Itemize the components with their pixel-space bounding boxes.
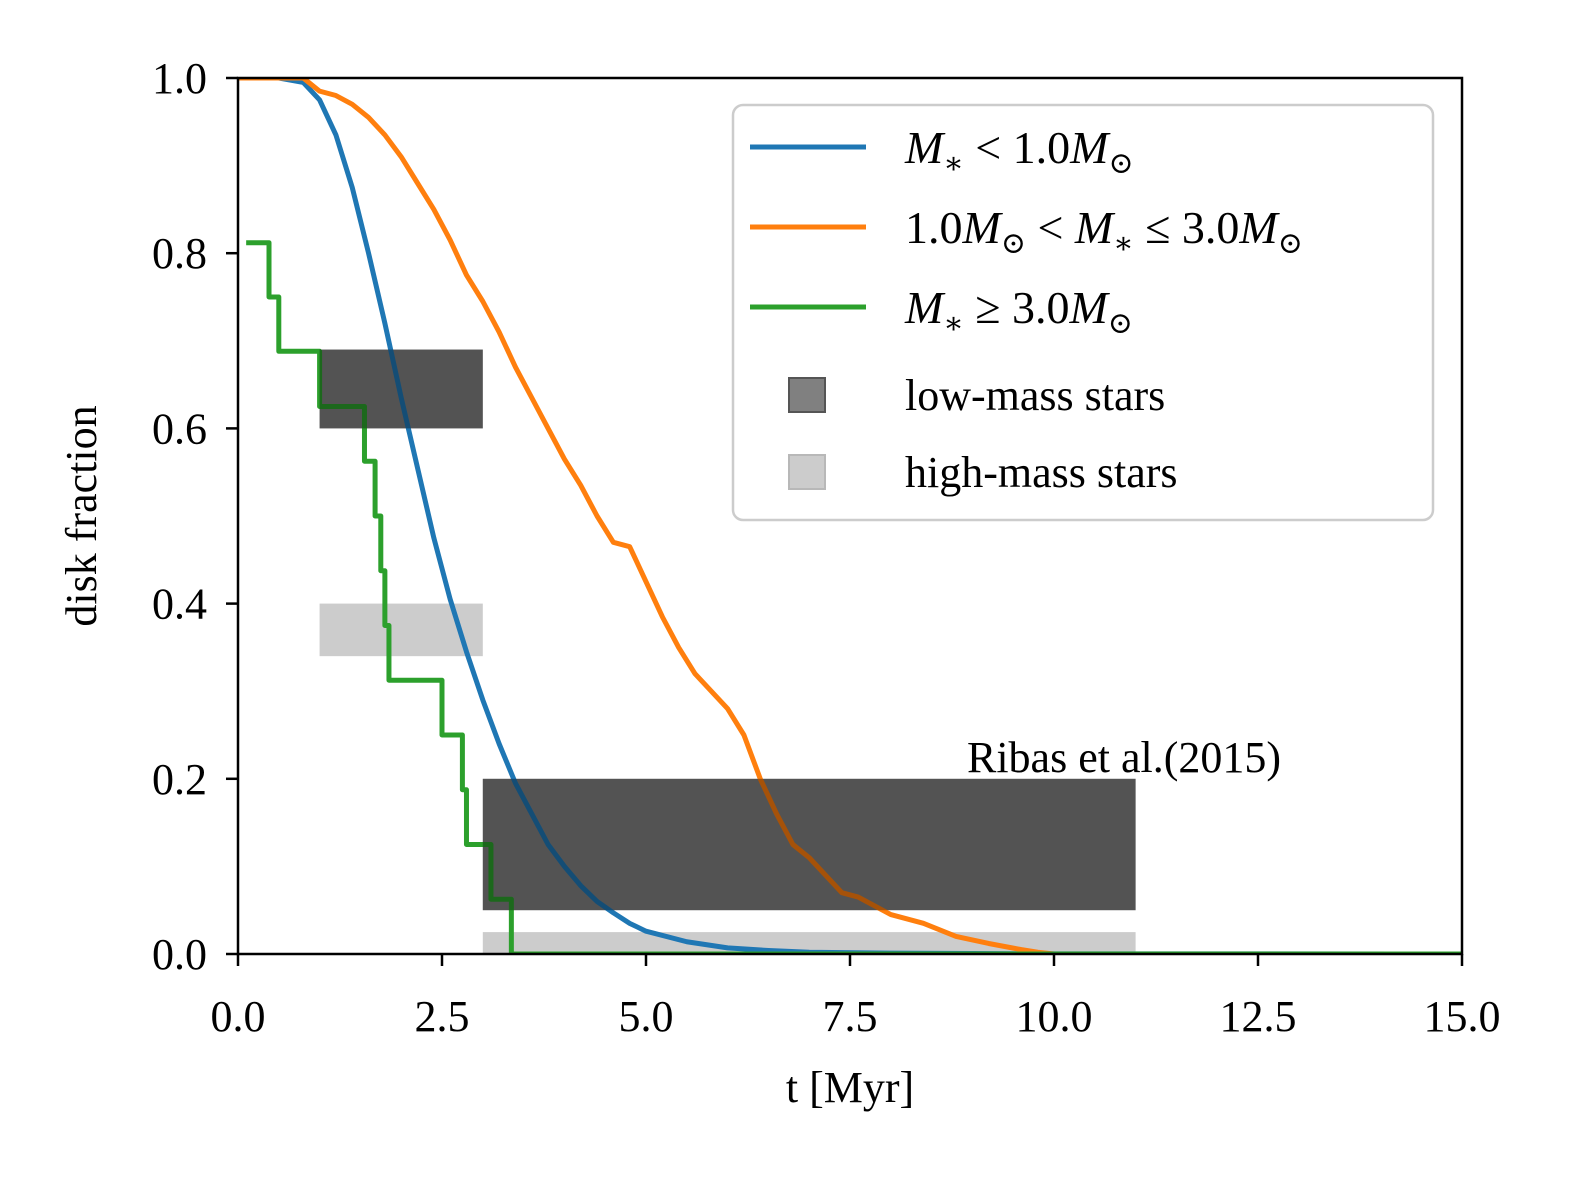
- series-high-mass-line: [246, 240, 1462, 954]
- y-tick-label: 0.0: [152, 930, 207, 979]
- y-tick-label: 0.2: [152, 755, 207, 804]
- y-axis-ticks: 0.0 0.2 0.4 0.6 0.8 1.0: [152, 54, 238, 979]
- x-tick-label: 0.0: [211, 992, 266, 1041]
- ribas-annotation: Ribas et al.(2015): [967, 733, 1281, 782]
- legend-label-high-mass: M∗ ≥ 3.0M⊙: [904, 282, 1133, 340]
- legend-label-low-mass-stars: low-mass stars: [905, 371, 1165, 420]
- x-axis-ticks: 0.0 2.5 5.0 7.5 10.0 12.5 15.0: [211, 954, 1501, 1041]
- y-tick-label: 0.8: [152, 229, 207, 278]
- x-tick-label: 15.0: [1424, 992, 1501, 1041]
- legend-box: [731, 103, 1435, 522]
- y-axis-label: disk fraction: [57, 405, 106, 626]
- x-tick-label: 10.0: [1016, 992, 1093, 1041]
- y-tick-label: 0.6: [152, 404, 207, 453]
- legend-label-intermediate-mass: 1.0M⊙ < M∗ ≤ 3.0M⊙: [905, 202, 1303, 260]
- x-tick-label: 5.0: [619, 992, 674, 1041]
- x-tick-label: 12.5: [1220, 992, 1297, 1041]
- band-shade-overlay-0: [319, 349, 483, 429]
- series-intermediate-mass-line: [238, 78, 1462, 954]
- x-tick-label: 2.5: [415, 992, 470, 1041]
- legend-label-low-mass: M∗ < 1.0M⊙: [904, 122, 1134, 180]
- band-low-mass-stars-2: [482, 778, 1136, 911]
- y-tick-label: 0.4: [152, 580, 207, 629]
- legend-label-high-mass-stars: high-mass stars: [905, 448, 1178, 497]
- legend-swatch-low-mass-stars: [788, 377, 826, 413]
- x-tick-label: 7.5: [823, 992, 878, 1041]
- y-tick-label: 1.0: [152, 54, 207, 103]
- band-shade-overlay-2: [482, 778, 1136, 911]
- series-low-mass-line: [238, 78, 1462, 954]
- series-layer: [238, 78, 1462, 954]
- legend: M∗ < 1.0M⊙ 1.0M⊙ < M∗ ≤ 3.0M⊙ M∗ ≥ 3.0M⊙…: [731, 103, 1435, 522]
- legend-swatch-high-mass-stars: [788, 454, 826, 490]
- x-axis-label: t [Myr]: [786, 1063, 914, 1112]
